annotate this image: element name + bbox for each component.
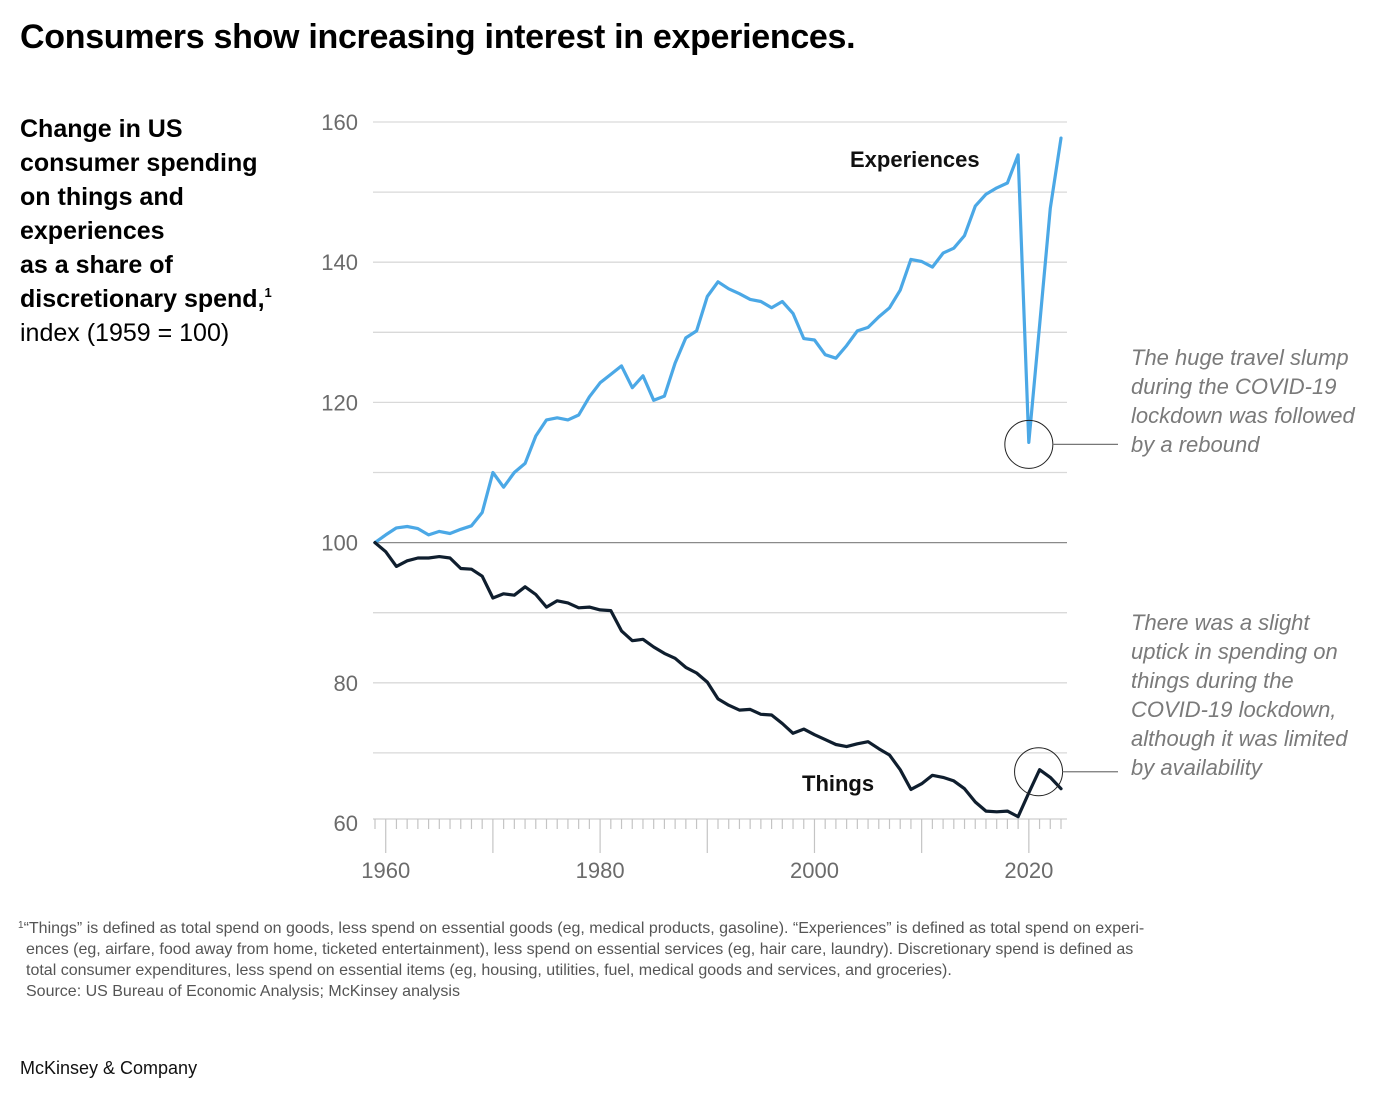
footnote-line: total consumer expenditures, less spend … (26, 962, 952, 979)
y-tick-label: 60 (334, 811, 358, 836)
annotation-line: things during the (1131, 668, 1294, 693)
subtitle-line-with-footnote: discretionary spend,1 (20, 282, 320, 316)
series-line-things (373, 540, 1063, 819)
x-tick-label: 2020 (1004, 858, 1053, 883)
series-label-things: Things (802, 771, 874, 796)
series-lines (373, 136, 1063, 819)
footnote-line: ences (eg, airfare, food away from home,… (26, 941, 1134, 958)
subtitle-line: discretionary spend, (20, 285, 265, 313)
y-axis-ticks: 60 80 100 120 140 160 (321, 110, 358, 836)
y-tick-label: 80 (334, 671, 358, 696)
y-tick-label: 100 (321, 531, 358, 556)
annotation-experiences: The huge travel slump during the COVID-1… (1131, 343, 1355, 459)
annotation-line: by a rebound (1131, 432, 1260, 457)
callouts (1004, 419, 1118, 797)
footnote-marker: 1 (264, 285, 272, 300)
subtitle-line: experiences (20, 217, 165, 245)
x-tick-label: 2000 (790, 858, 839, 883)
footnote-line: 1“Things” is defined as total spend on g… (18, 918, 1358, 939)
brand-logo-text: McKinsey & Company (20, 1058, 198, 1078)
series-label-experiences: Experiences (850, 147, 980, 172)
annotation-line: lockdown was followed (1131, 403, 1355, 428)
annotation-line: during the COVID-19 (1131, 374, 1337, 399)
y-tick-label: 140 (321, 250, 358, 275)
subtitle-line: consumer spending (20, 149, 258, 177)
subtitle-line: as a share of (20, 251, 173, 279)
annotation-things: There was a slight uptick in spending on… (1131, 608, 1347, 782)
x-tick-label: 1980 (576, 858, 625, 883)
chart-title: Consumers show increasing interest in ex… (20, 18, 856, 56)
annotation-line: The huge travel slump (1131, 345, 1349, 370)
y-tick-label: 160 (321, 110, 358, 135)
annotation-line: There was a slight (1131, 610, 1310, 635)
annotation-line: COVID-19 lockdown, (1131, 697, 1337, 722)
subtitle-unit-line: index (1959 = 100) (20, 319, 230, 347)
footnote-marker: 1 (18, 920, 24, 931)
y-tick-label: 120 (321, 390, 358, 415)
chart-subtitle: Change in US consumer spending on things… (20, 112, 320, 350)
x-axis: 1960 1980 2000 2020 (361, 818, 1067, 883)
series-line-experiences (373, 136, 1063, 545)
subtitle-line: on things and (20, 183, 184, 211)
footnote: 1“Things” is defined as total spend on g… (18, 918, 1358, 1002)
x-tick-label: 1960 (361, 858, 410, 883)
annotation-line: although it was limited (1131, 726, 1348, 751)
source-line: Source: US Bureau of Economic Analysis; … (26, 983, 460, 1000)
gridlines (373, 121, 1067, 754)
line-chart: 60 80 100 120 140 160 1960 1980 2000 2020 Experi… (321, 110, 1118, 883)
annotation-line: by availability (1131, 755, 1262, 780)
subtitle-line: Change in US (20, 115, 183, 143)
footnote-text: “Things” is defined as total spend on go… (23, 920, 1145, 937)
annotation-line: uptick in spending on (1131, 639, 1338, 664)
